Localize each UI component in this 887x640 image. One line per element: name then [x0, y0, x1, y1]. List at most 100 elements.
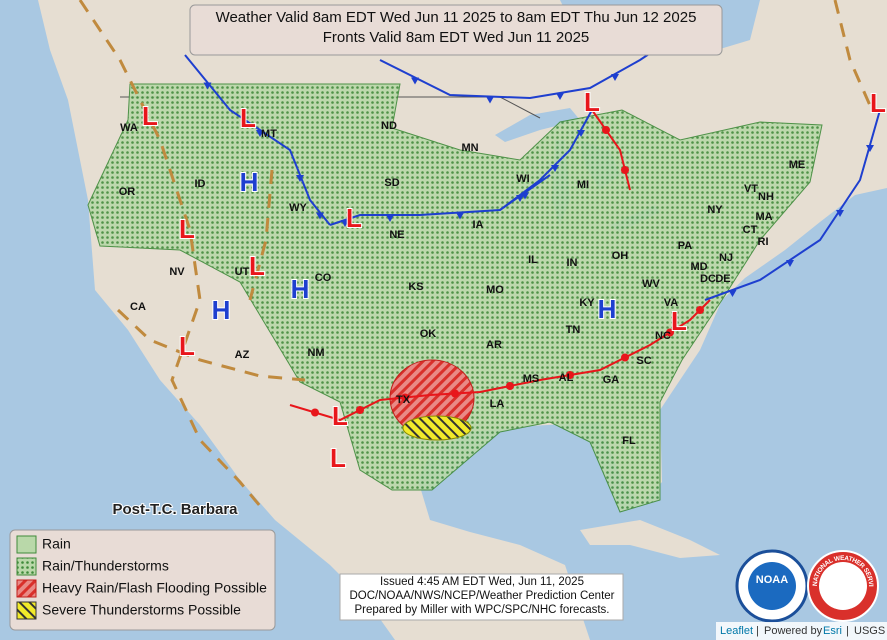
header-line: Weather Valid 8am EDT Wed Jun 11 2025 to…: [216, 9, 697, 26]
front-marker: [836, 210, 844, 217]
pressure-center: H: [598, 294, 617, 324]
front-marker: [516, 195, 524, 202]
front-marker: [611, 74, 619, 81]
pressure-center: H: [212, 295, 231, 325]
attribution-box: [716, 622, 887, 640]
state-label: DC: [700, 273, 716, 285]
state-label: IN: [567, 257, 578, 269]
front-marker: [577, 130, 585, 137]
state-label: IA: [473, 219, 484, 231]
state-label: SC: [636, 355, 651, 367]
warm-front: [591, 109, 631, 191]
state-label: RI: [758, 236, 769, 248]
state-label: OH: [612, 250, 629, 262]
legend-label: Severe Thunderstorms Possible: [42, 602, 241, 618]
state-label: ME: [789, 159, 806, 171]
front-marker: [296, 175, 304, 182]
cuba: [580, 520, 720, 558]
state-label: MS: [523, 373, 540, 385]
attribution-link[interactable]: Leaflet: [720, 625, 753, 637]
pressure-center: L: [671, 306, 687, 336]
front-marker: [506, 382, 514, 390]
pressure-center: L: [330, 443, 346, 473]
state-label: VT: [744, 183, 758, 195]
state-label: AZ: [235, 349, 250, 361]
pressure-center: L: [142, 101, 158, 131]
state-label: AR: [486, 339, 502, 351]
state-label: ND: [381, 120, 397, 132]
state-label: AL: [559, 372, 574, 384]
front-marker: [666, 328, 674, 337]
pressure-center: L: [332, 401, 348, 431]
state-label: MN: [461, 142, 478, 154]
pressure-center: L: [179, 214, 195, 244]
front-marker: [551, 165, 559, 172]
issued-box: [339, 573, 624, 621]
legend-swatch: [16, 601, 37, 620]
front-marker: [521, 192, 529, 200]
front-marker: [556, 93, 564, 100]
state-label: FL: [622, 435, 636, 447]
front-marker: [341, 220, 349, 227]
noaa-inner: [748, 562, 796, 610]
front-marker: [621, 166, 629, 174]
front-marker: [411, 77, 419, 85]
state-label: NJ: [719, 252, 733, 264]
legend-label: Rain/Thunderstorms: [42, 558, 169, 574]
pressure-center: L: [240, 103, 256, 133]
front-marker: [316, 212, 324, 220]
attribution-link[interactable]: Esri: [823, 625, 842, 637]
gulf-atlantic: [418, 188, 887, 640]
front-marker: [401, 393, 409, 402]
issued-line: Prepared by Miller with WPC/SPC/NHC fore…: [355, 604, 610, 616]
legend-label: Rain: [42, 536, 71, 552]
front-marker: [386, 215, 394, 222]
legend-label: Heavy Rain/Flash Flooding Possible: [42, 580, 267, 596]
front-marker: [451, 389, 459, 398]
cold-front: [704, 109, 881, 301]
state-label: MT: [261, 128, 277, 140]
header-box: [189, 4, 723, 56]
pressure-center: L: [179, 331, 195, 361]
header-line: Fronts Valid 8am EDT Wed Jun 11 2025: [323, 29, 590, 46]
front-marker: [256, 130, 264, 137]
issued-line: Issued 4:45 AM EDT Wed, Jun 11, 2025: [380, 576, 584, 588]
state-label: WI: [516, 173, 529, 185]
state-label: CO: [315, 272, 332, 284]
trough: [116, 308, 306, 382]
legend-swatch: [16, 535, 37, 554]
front-marker: [621, 353, 629, 362]
severe-area: [402, 415, 472, 441]
pressure-center: L: [249, 251, 265, 281]
attribution-text: USGS: [854, 625, 885, 637]
annotation: Post-T.C. Barbara: [112, 501, 238, 518]
state-label: IL: [528, 254, 538, 266]
cold-front: [184, 54, 331, 226]
pacific-ocean: [0, 0, 395, 640]
state-label: OK: [420, 328, 437, 340]
front-marker: [728, 290, 737, 297]
pressure-center: H: [240, 167, 259, 197]
attribution-text: |: [756, 625, 759, 637]
front-marker: [866, 145, 874, 152]
pressure-center: H: [291, 274, 310, 304]
legend-swatch: [16, 579, 37, 598]
state-label: NY: [707, 204, 723, 216]
state-label: MD: [690, 261, 707, 273]
state-label: WY: [289, 202, 307, 214]
state-label: WA: [120, 122, 138, 134]
front-marker: [456, 212, 464, 220]
state-label: KY: [579, 297, 595, 309]
legend-box: [9, 529, 276, 631]
state-label: UT: [235, 266, 250, 278]
pressure-center: L: [584, 87, 600, 117]
rain-thunder-area: [87, 83, 823, 513]
trough: [833, 0, 874, 111]
state-label: MO: [486, 284, 504, 296]
noaa-text: NOAA: [756, 574, 788, 586]
front-marker: [486, 96, 494, 104]
front-marker: [786, 260, 794, 267]
state-label: NM: [307, 347, 324, 359]
state-label: NC: [655, 330, 671, 342]
